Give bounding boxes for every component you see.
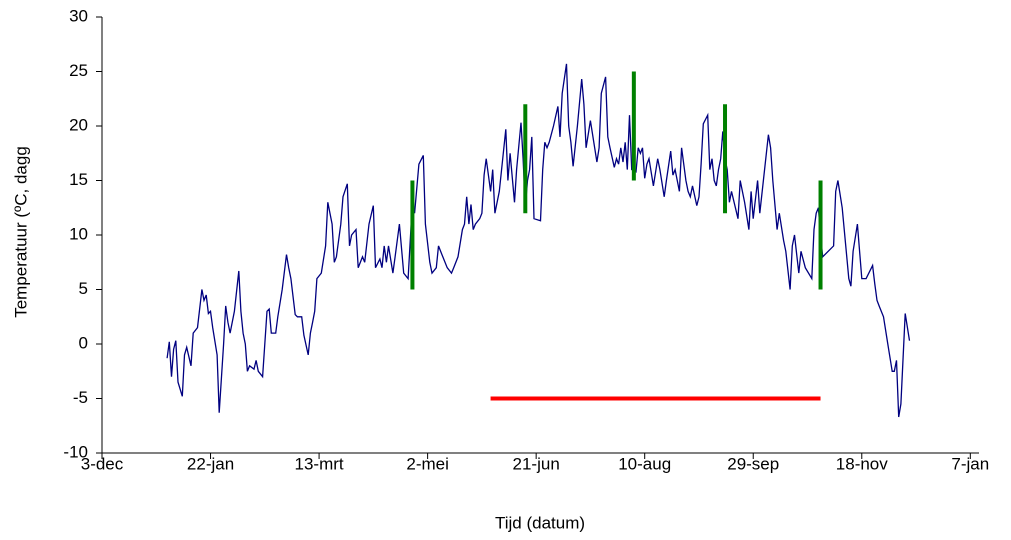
temperature-line xyxy=(166,63,911,418)
x-tick-label: 10-aug xyxy=(618,454,671,473)
x-tick-label: 13-mrt xyxy=(295,454,344,473)
x-axis-title: Tijd (datum) xyxy=(495,513,585,532)
x-tick-label: 3-dec xyxy=(81,454,124,473)
y-tick-label: -10 xyxy=(63,442,88,461)
x-tick-label: 22-jan xyxy=(187,454,234,473)
y-axis-title: Temperatuur (ºC, dagg xyxy=(11,146,30,318)
y-tick-label: 0 xyxy=(79,333,88,352)
x-tick-label: 7-jan xyxy=(951,454,989,473)
x-tick-label: 18-nov xyxy=(836,454,888,473)
y-tick-label: 25 xyxy=(69,61,88,80)
x-tick-label: 21-jun xyxy=(513,454,560,473)
y-tick-label: 30 xyxy=(69,6,88,25)
y-tick-label: 10 xyxy=(69,224,88,243)
y-tick-label: 20 xyxy=(69,115,88,134)
x-tick-label: 29-sep xyxy=(727,454,779,473)
y-tick-label: -5 xyxy=(73,388,88,407)
x-tick-label: 2-mei xyxy=(406,454,449,473)
y-tick-label: 5 xyxy=(79,279,88,298)
y-tick-label: 15 xyxy=(69,170,88,189)
